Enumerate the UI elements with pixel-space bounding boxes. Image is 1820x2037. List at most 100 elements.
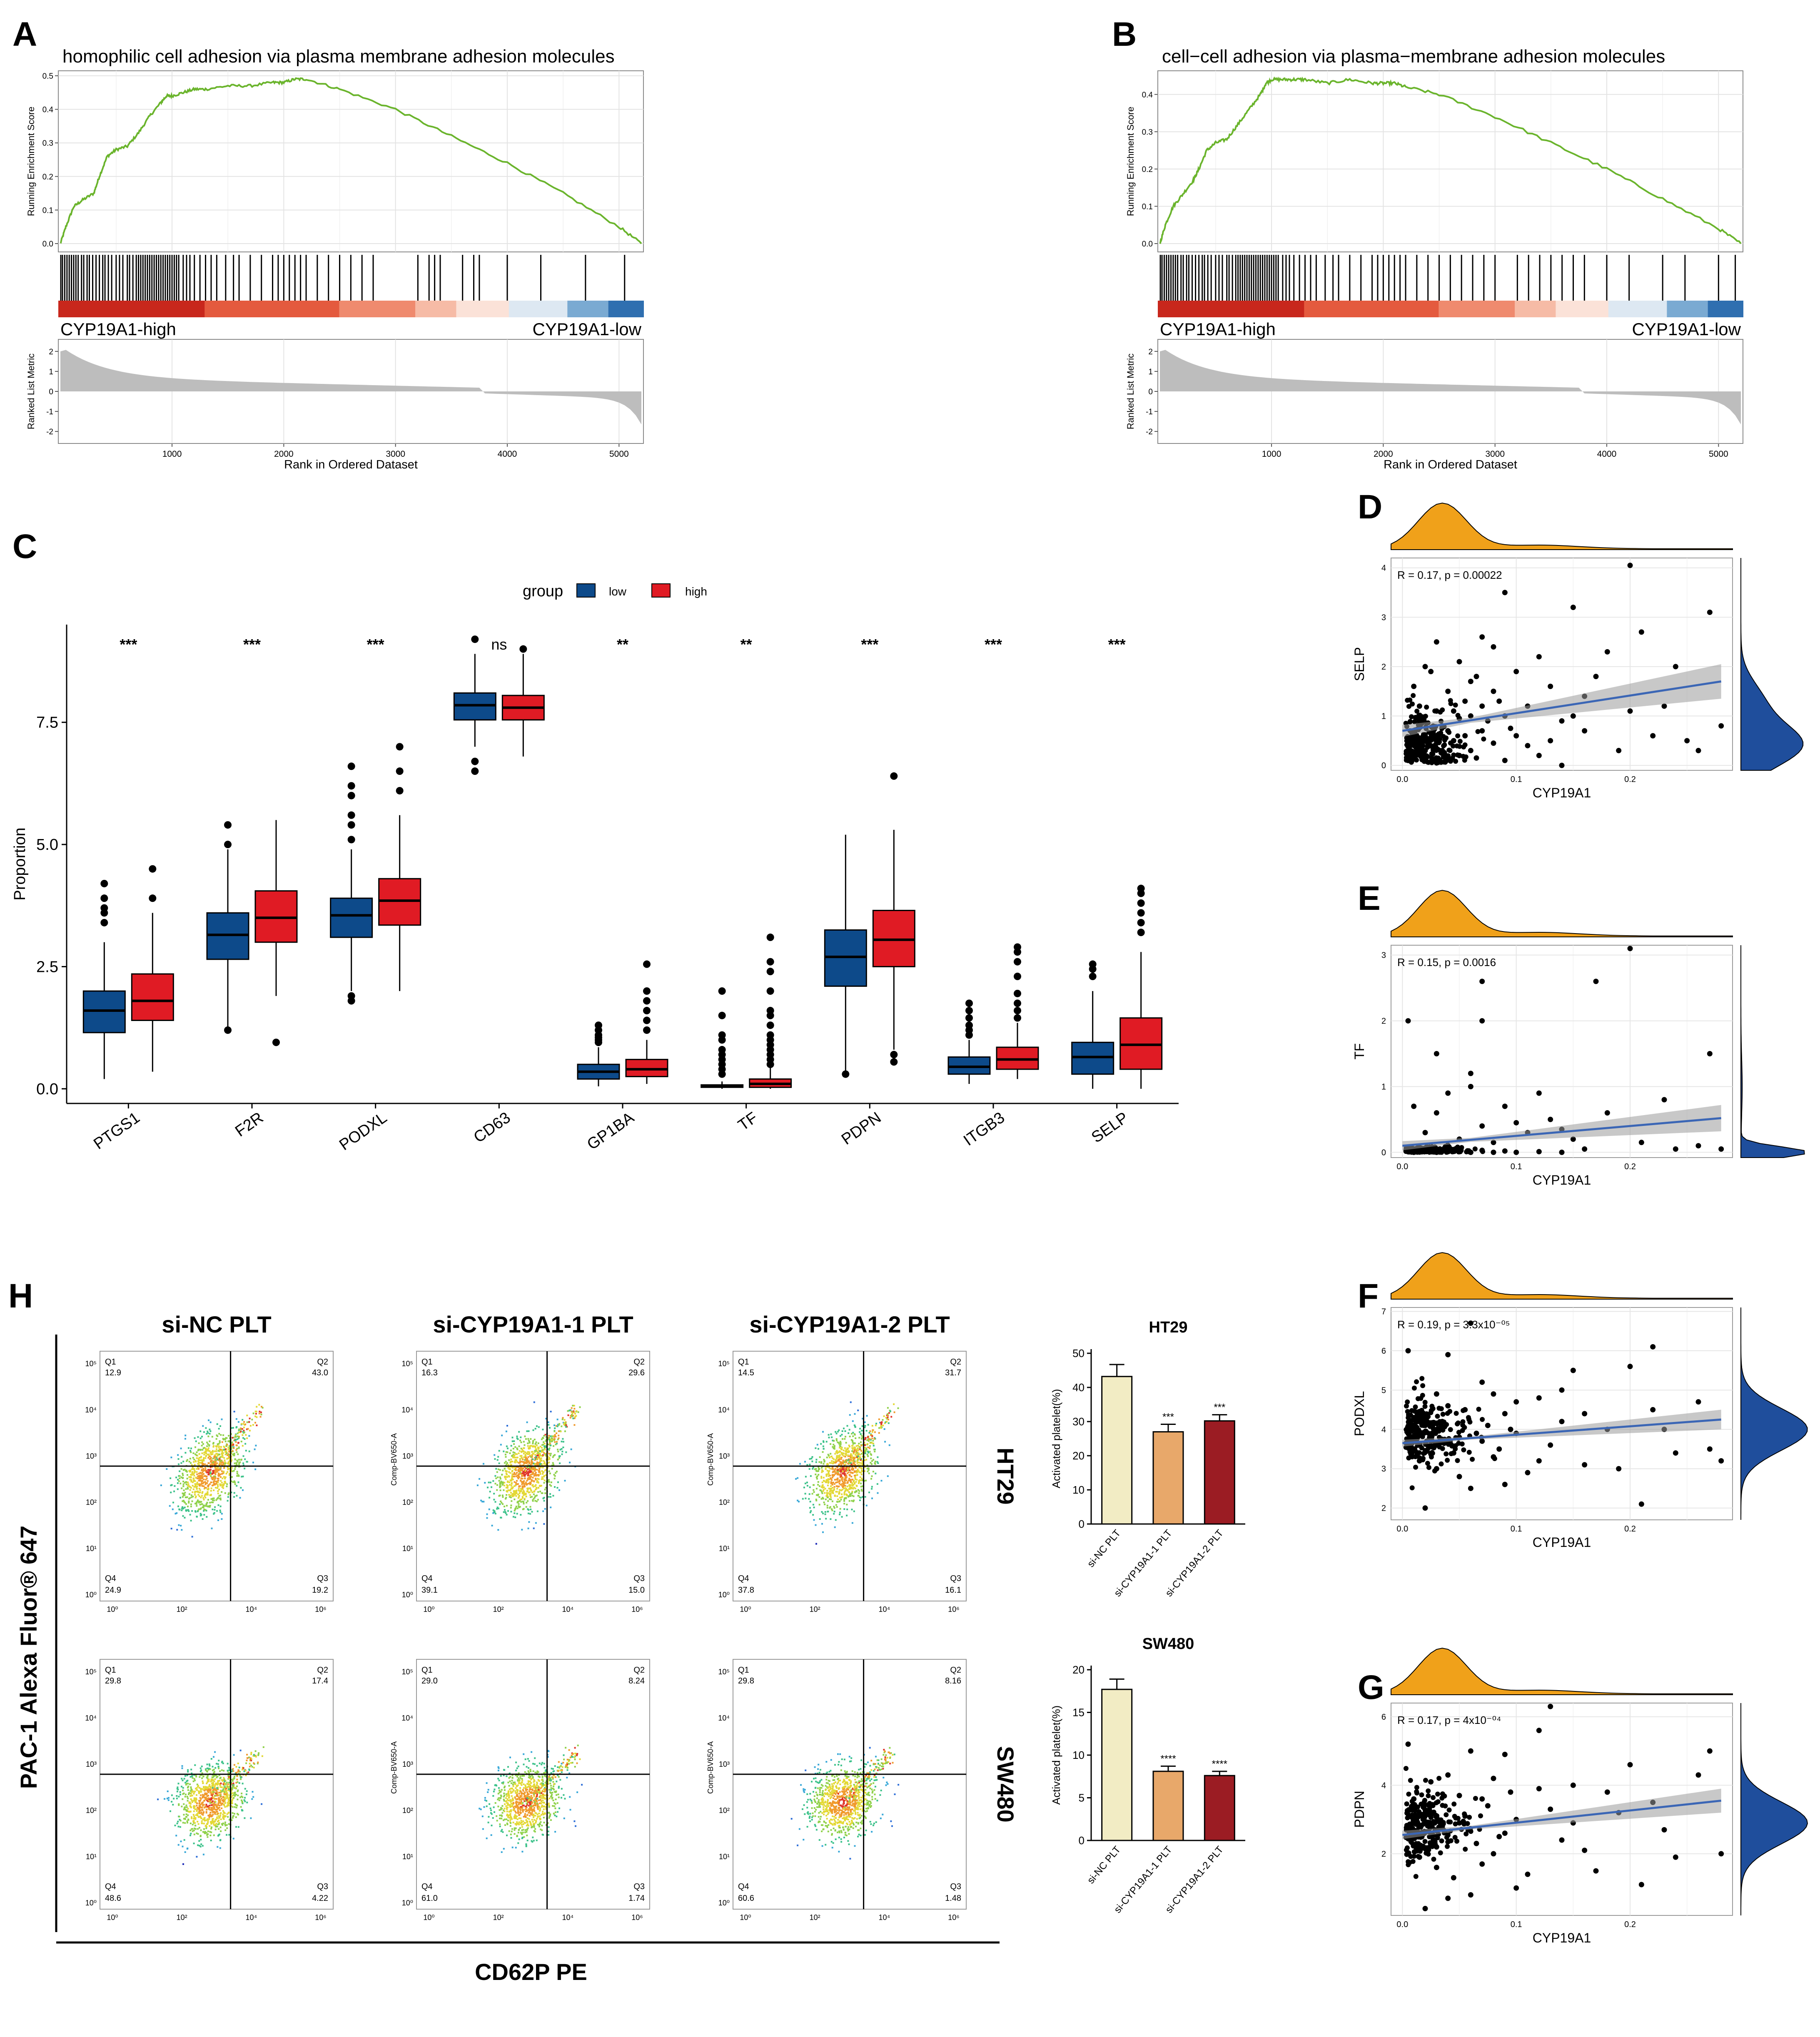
flow-event <box>225 1450 227 1452</box>
flow-event <box>233 1437 235 1439</box>
flow-event <box>836 1495 838 1497</box>
flow-event <box>504 1454 506 1456</box>
scatter-point <box>1718 723 1724 729</box>
scatter-point <box>1434 1391 1439 1397</box>
scatter-point <box>1430 1803 1436 1808</box>
flow-event <box>221 1518 223 1520</box>
flow-event <box>540 1466 542 1468</box>
flow-event <box>542 1449 544 1451</box>
flow-event <box>836 1466 838 1468</box>
flow-event <box>545 1469 547 1471</box>
flow-event <box>851 1494 853 1497</box>
flow-event <box>221 1470 223 1472</box>
flow-event <box>836 1506 838 1508</box>
flow-event <box>535 1458 537 1460</box>
flow-event <box>216 1510 218 1512</box>
flow-event <box>200 1449 202 1451</box>
flow-event <box>193 1486 195 1488</box>
flow-event <box>198 1475 200 1477</box>
flow-event <box>514 1459 516 1461</box>
flow-event <box>826 1492 828 1494</box>
flow-event <box>868 1472 870 1474</box>
flow-event <box>215 1480 217 1482</box>
flow-event <box>243 1427 245 1429</box>
flow-event <box>204 1505 207 1507</box>
scatter-point <box>1536 1395 1542 1401</box>
flow-event <box>203 1479 205 1480</box>
flow-event <box>844 1459 846 1462</box>
flow-event <box>234 1468 236 1470</box>
flow-event <box>205 1482 207 1484</box>
y-tick-label: -2 <box>1146 428 1153 436</box>
flow-event <box>242 1423 244 1425</box>
flow-event <box>833 1446 835 1448</box>
flow-event <box>215 1456 217 1458</box>
flow-event <box>861 1462 863 1464</box>
flow-event <box>837 1457 839 1459</box>
flow-event <box>205 1452 207 1454</box>
flow-event <box>236 1472 238 1474</box>
flow-event <box>518 1445 520 1447</box>
flow-event <box>502 1503 504 1505</box>
flow-event <box>557 1481 559 1483</box>
flow-event <box>202 1505 204 1507</box>
flow-event <box>506 1494 507 1496</box>
scatter-point <box>1422 1422 1428 1428</box>
flow-event <box>822 1497 824 1499</box>
flow-event <box>526 1484 528 1486</box>
flow-event <box>507 1489 509 1491</box>
flow-event <box>518 1431 520 1433</box>
y-tick-label: 1 <box>49 368 53 376</box>
flow-event <box>548 1496 550 1498</box>
scatter-point <box>1406 1431 1411 1437</box>
panel-letter-b: B <box>1112 15 1137 53</box>
flow-event <box>209 1430 212 1432</box>
scatter-point <box>1423 739 1429 744</box>
flow-event <box>235 1418 237 1420</box>
legend-title: group <box>523 583 563 600</box>
flow-event <box>810 1475 812 1477</box>
outlier-point <box>842 1070 850 1078</box>
flow-event <box>530 1496 532 1498</box>
flow-event <box>519 1490 521 1492</box>
flow-event <box>537 1442 539 1444</box>
flow-event <box>202 1425 204 1427</box>
flow-event <box>547 1455 549 1457</box>
x-tick-label: 0.2 <box>1624 775 1636 784</box>
flow-event <box>809 1458 811 1460</box>
scatter-point <box>1548 1703 1553 1709</box>
flow-event <box>837 1472 839 1474</box>
flow-event <box>816 1444 818 1446</box>
flow-event <box>212 1453 214 1455</box>
scatter-point <box>1403 1766 1409 1771</box>
flow-event <box>521 1485 524 1487</box>
flow-event <box>222 1452 224 1454</box>
flow-event <box>197 1467 199 1469</box>
flow-event <box>516 1489 518 1492</box>
flow-event <box>804 1493 806 1495</box>
flow-column-title: si-CYP19A1-2 PLT <box>749 1311 950 1337</box>
flow-event <box>199 1513 202 1515</box>
flow-event <box>819 1489 821 1491</box>
flow-event <box>528 1492 530 1494</box>
scatter-point <box>1431 732 1437 738</box>
scatter-point <box>1627 1762 1633 1768</box>
scatter-point <box>1451 1450 1456 1456</box>
flow-event <box>213 1513 215 1515</box>
flow-event <box>504 1477 506 1479</box>
flow-event <box>519 1499 521 1501</box>
x-tick-label: 3000 <box>1485 449 1505 459</box>
scatter-point <box>1485 1422 1491 1428</box>
scatter-point <box>1411 1796 1417 1802</box>
flow-event <box>833 1482 835 1484</box>
flow-event <box>847 1454 849 1456</box>
flow-event <box>224 1476 227 1478</box>
flow-event <box>832 1475 834 1477</box>
flow-event <box>509 1496 511 1498</box>
flow-event <box>841 1485 843 1487</box>
flow-event <box>516 1448 519 1450</box>
flow-event <box>840 1469 843 1471</box>
scatter-point <box>1451 1801 1457 1807</box>
flow-event <box>859 1479 861 1481</box>
